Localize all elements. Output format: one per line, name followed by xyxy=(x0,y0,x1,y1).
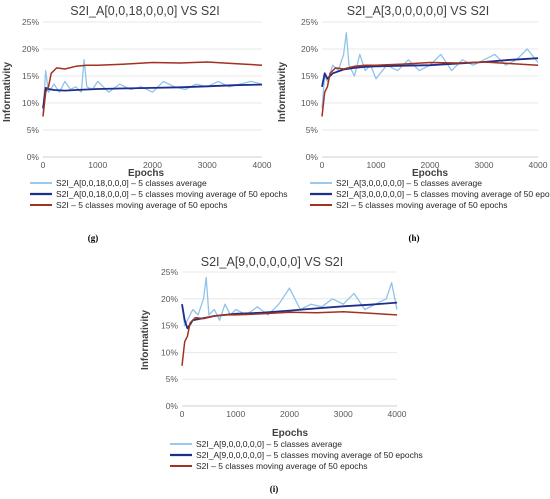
y-tick-label: 5% xyxy=(306,125,319,135)
x-tick-label: 4000 xyxy=(529,160,548,170)
figure-caption: (g) xyxy=(88,233,99,243)
legend: S2I_A[9,0,0,0,0,0] – 5 classes averageS2… xyxy=(170,439,423,471)
legend-entry: S2I_A[3,0,0,0,0,0] – 5 classes moving av… xyxy=(336,189,550,199)
x-tick-label: 2000 xyxy=(421,160,440,170)
x-tick-label: 3000 xyxy=(334,409,353,419)
y-axis-label: Informativity xyxy=(277,62,288,122)
y-tick-label: 10% xyxy=(22,98,39,108)
legend-entry: S2I – 5 classes moving average of 50 epo… xyxy=(196,461,368,471)
chart-title: S2I_A[0,0,18,0,0,0] VS S2I xyxy=(70,4,219,18)
x-tick-label: 2000 xyxy=(143,160,162,170)
legend-entry: S2I_A[9,0,0,0,0,0] – 5 classes moving av… xyxy=(196,450,423,460)
figure-caption: (h) xyxy=(409,233,420,243)
x-axis-label: Epochs xyxy=(412,168,449,179)
x-tick-label: 1000 xyxy=(367,160,386,170)
y-tick-label: 25% xyxy=(161,267,178,277)
y-tick-label: 5% xyxy=(166,374,179,384)
y-tick-label: 10% xyxy=(301,98,318,108)
x-tick-label: 3000 xyxy=(475,160,494,170)
y-tick-label: 10% xyxy=(161,347,178,357)
y-tick-label: 0% xyxy=(166,401,179,411)
series-line xyxy=(42,61,263,117)
x-tick-label: 0 xyxy=(41,160,46,170)
legend-entry: S2I – 5 classes moving average of 50 epo… xyxy=(336,200,508,210)
legend-entry: S2I_A[9,0,0,0,0,0] – 5 classes average xyxy=(196,439,342,449)
series-line xyxy=(42,59,263,114)
y-axis-label: Informativity xyxy=(2,62,13,122)
legend-entry: S2I_A[3,0,0,0,0,0] – 5 classes average xyxy=(336,178,482,188)
x-axis-label: Epochs xyxy=(128,168,165,179)
legend: S2I_A[0,0,18,0,0,0] – 5 classes averageS… xyxy=(30,178,288,210)
chart-g: S2I_A[0,0,18,0,0,0] VS S2I 0% 5% 10% 15% 20%… xyxy=(2,4,288,243)
series-line xyxy=(181,310,398,366)
x-tick-label: 4000 xyxy=(253,160,272,170)
y-tick-label: 20% xyxy=(22,44,39,54)
x-tick-label: 1000 xyxy=(226,409,245,419)
series-line xyxy=(42,83,263,109)
x-tick-label: 3000 xyxy=(198,160,217,170)
figure-caption: (i) xyxy=(270,484,279,494)
chart-i: S2I_A[9,0,0,0,0,0] VS S2I 0% 5% 10% 15% 20% 2… xyxy=(140,255,423,494)
y-tick-label: 15% xyxy=(301,71,318,81)
legend-entry: S2I_A[0,0,18,0,0,0] – 5 classes moving a… xyxy=(56,189,288,199)
x-axis-label: Epochs xyxy=(272,428,309,439)
series-line xyxy=(321,61,539,117)
series-line xyxy=(181,276,398,327)
series-line xyxy=(321,32,539,109)
chart-h: S2I_A[3,0,0,0,0,0] VS S2I 0% 5% 10% 15% 20% 2… xyxy=(277,4,550,243)
x-tick-label: 2000 xyxy=(280,409,299,419)
x-tick-label: 0 xyxy=(320,160,325,170)
y-tick-label: 5% xyxy=(27,125,40,135)
y-tick-label: 0% xyxy=(306,152,319,162)
x-tick-label: 0 xyxy=(180,409,185,419)
x-tick-label: 1000 xyxy=(88,160,107,170)
legend-entry: S2I_A[0,0,18,0,0,0] – 5 classes average xyxy=(56,178,207,188)
y-tick-label: 15% xyxy=(22,71,39,81)
legend: S2I_A[3,0,0,0,0,0] – 5 classes averageS2… xyxy=(310,178,550,210)
y-tick-label: 20% xyxy=(301,44,318,54)
y-tick-label: 15% xyxy=(161,321,178,331)
y-tick-label: 25% xyxy=(301,17,318,27)
y-tick-label: 20% xyxy=(161,294,178,304)
chart-title: S2I_A[3,0,0,0,0,0] VS S2I xyxy=(347,4,489,18)
y-tick-label: 0% xyxy=(27,152,40,162)
y-axis-label: Informativity xyxy=(140,310,151,370)
x-tick-label: 4000 xyxy=(388,409,407,419)
chart-title: S2I_A[9,0,0,0,0,0] VS S2I xyxy=(201,255,343,269)
y-tick-label: 25% xyxy=(22,17,39,27)
legend-entry: S2I – 5 classes moving average of 50 epo… xyxy=(56,200,228,210)
